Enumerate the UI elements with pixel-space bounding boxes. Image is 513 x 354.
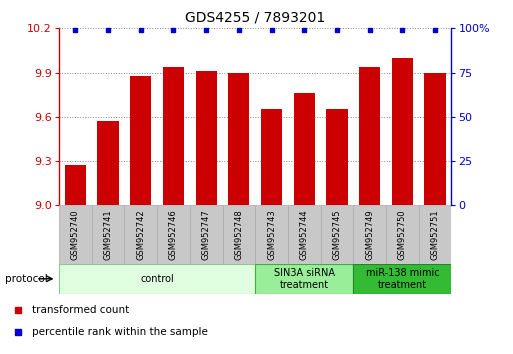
Bar: [326, 109, 348, 205]
Bar: [157, 205, 190, 264]
Text: protocol: protocol: [5, 274, 48, 284]
Text: GSM952742: GSM952742: [136, 209, 145, 260]
Bar: [228, 73, 249, 205]
Bar: [288, 205, 321, 264]
Bar: [190, 205, 223, 264]
Bar: [392, 58, 413, 205]
Bar: [419, 205, 451, 264]
Text: control: control: [140, 274, 174, 284]
Bar: [255, 264, 353, 294]
Bar: [92, 205, 125, 264]
Bar: [163, 67, 184, 205]
Text: GSM952751: GSM952751: [430, 209, 440, 260]
Bar: [223, 205, 255, 264]
Text: percentile rank within the sample: percentile rank within the sample: [32, 327, 208, 337]
Title: GDS4255 / 7893201: GDS4255 / 7893201: [185, 10, 325, 24]
Text: GSM952741: GSM952741: [104, 209, 112, 260]
Text: GSM952744: GSM952744: [300, 209, 309, 260]
Text: GSM952743: GSM952743: [267, 209, 276, 260]
Bar: [261, 109, 282, 205]
Bar: [293, 93, 315, 205]
Bar: [59, 205, 92, 264]
Bar: [353, 264, 451, 294]
Bar: [195, 71, 217, 205]
Bar: [97, 121, 119, 205]
Bar: [130, 75, 151, 205]
Text: SIN3A siRNA
treatment: SIN3A siRNA treatment: [274, 268, 335, 290]
Text: GSM952740: GSM952740: [71, 209, 80, 260]
Text: GSM952747: GSM952747: [202, 209, 211, 260]
Bar: [359, 67, 380, 205]
Bar: [353, 205, 386, 264]
Bar: [321, 205, 353, 264]
Text: GSM952745: GSM952745: [332, 209, 342, 260]
Bar: [124, 205, 157, 264]
Bar: [65, 166, 86, 205]
Bar: [424, 73, 446, 205]
Bar: [255, 205, 288, 264]
Text: transformed count: transformed count: [32, 305, 130, 315]
Bar: [59, 264, 255, 294]
Text: miR-138 mimic
treatment: miR-138 mimic treatment: [366, 268, 439, 290]
Text: GSM952750: GSM952750: [398, 209, 407, 260]
Text: GSM952748: GSM952748: [234, 209, 243, 260]
Text: GSM952749: GSM952749: [365, 209, 374, 260]
Bar: [386, 205, 419, 264]
Text: GSM952746: GSM952746: [169, 209, 178, 260]
